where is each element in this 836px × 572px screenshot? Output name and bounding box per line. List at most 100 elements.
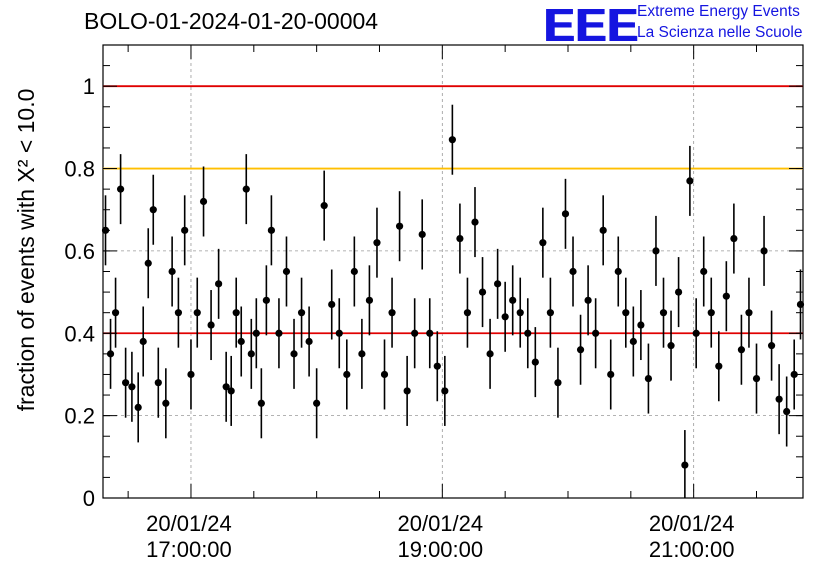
data-point [692,329,700,337]
data-point [614,267,622,276]
data-points [101,104,805,498]
data-point [569,267,577,276]
y-tick-label: 1 [83,74,95,99]
chart-title: BOLO-01-2024-01-20-00004 [84,8,379,34]
data-point [275,329,283,337]
data-point [607,370,615,379]
logo-line-2: La Scienza nelle Scuole [637,24,803,41]
data-point [524,329,532,337]
data-point [313,399,321,407]
data-point [767,342,776,350]
data-point [637,321,645,329]
data-point [335,329,343,337]
data-point [282,267,291,276]
x-tick-time-label: 17:00:00 [146,537,232,562]
data-point [106,350,115,358]
data-point [134,403,142,411]
data-point [149,206,157,214]
x-tick-time-label: 21:00:00 [649,537,735,562]
data-point [247,350,255,358]
data-point [674,288,683,296]
data-point [343,370,351,379]
data-point [199,197,208,206]
data-point [501,313,509,321]
data-point [388,309,396,317]
data-point [162,399,170,407]
data-point [592,329,600,337]
data-point [144,259,152,267]
data-point [478,288,487,296]
data-point [242,185,250,193]
data-point [358,350,366,358]
y-tick-label: 0 [83,486,95,511]
data-point [561,210,570,218]
data-point [775,395,783,403]
eee-logo-mark: EEE [543,0,639,51]
data-point [320,202,328,210]
data-point [187,370,195,379]
data-point [168,267,176,276]
data-point [554,379,562,387]
data-point [790,370,798,379]
data-point [328,300,336,309]
data-point [403,387,411,395]
eee-logo: EEE Extreme Energy Events La Scienza nel… [543,0,833,51]
data-point [486,350,494,358]
data-point [139,337,147,346]
data-point [584,296,592,304]
data-point [297,309,306,317]
data-point [305,337,313,346]
data-point [531,358,539,366]
data-point [373,239,381,247]
data-point [207,321,215,329]
data-point [257,399,265,407]
data-point [752,374,761,383]
data-point [426,329,434,337]
data-point [737,346,746,354]
x-tick-time-label: 19:00:00 [397,537,483,562]
data-point [433,362,441,370]
data-point [350,267,358,276]
data-point [576,346,585,354]
data-point [471,218,479,226]
data-point [441,387,449,395]
data-point [267,226,276,234]
logo-line-1: Extreme Energy Events [637,3,800,20]
data-point [418,230,426,239]
data-point [154,379,162,387]
data-point [681,461,689,469]
data-point [539,239,547,247]
data-point [707,309,715,317]
data-point [760,247,768,255]
data-point [796,300,805,309]
y-tick-label: 0.4 [64,321,95,346]
data-point [745,309,753,317]
data-point [516,309,524,317]
data-point [262,296,270,304]
y-tick-label: 0.2 [64,404,95,429]
data-point [546,309,554,317]
data-point [252,329,260,337]
data-point [395,222,404,230]
x-tick-date-label: 20/01/24 [397,511,483,536]
data-point [622,309,630,317]
data-point [686,177,694,185]
data-point [128,383,136,391]
data-point [227,387,235,395]
data-point [365,296,374,304]
data-point [667,342,675,350]
x-axis: 20/01/2417:00:0020/01/2419:00:0020/01/24… [127,45,758,562]
data-point [629,337,637,346]
data-point [215,280,223,288]
data-point [111,309,120,317]
y-tick-label: 0.6 [64,239,95,264]
data-point [652,247,660,255]
data-point [222,383,230,391]
x-tick-date-label: 20/01/24 [146,511,232,536]
data-point [700,267,708,276]
data-point [237,337,245,346]
data-point [494,280,502,288]
data-point [448,136,456,144]
data-point [599,226,607,234]
